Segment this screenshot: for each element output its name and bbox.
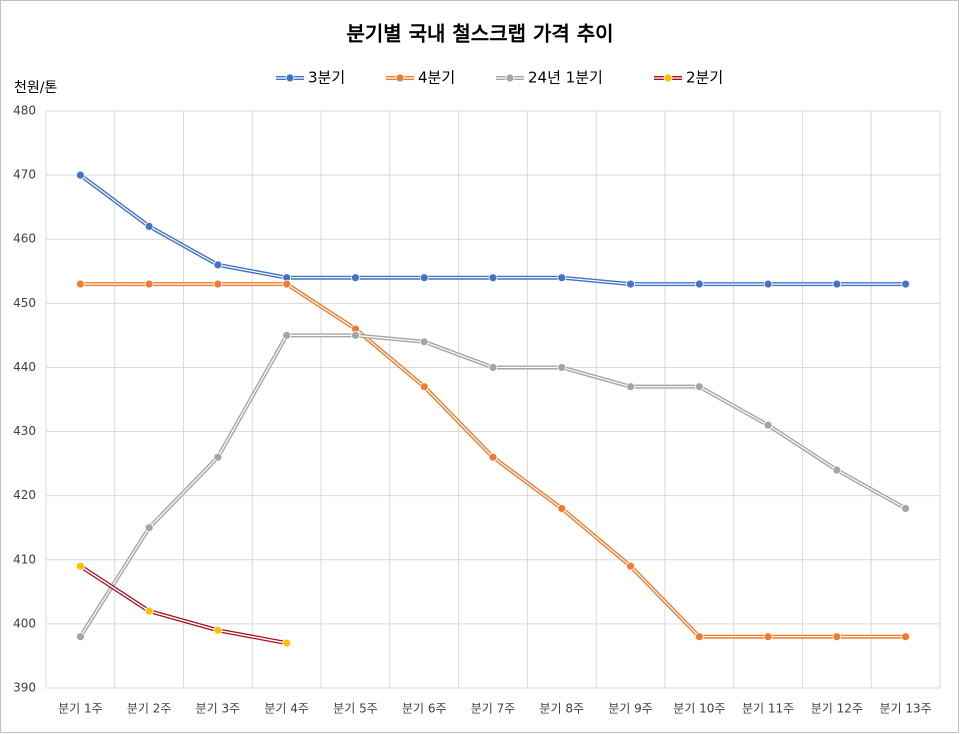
x-tick-label: 분기 7주 bbox=[471, 702, 516, 716]
y-tick-label: 400 bbox=[13, 616, 36, 630]
point bbox=[351, 330, 360, 340]
point bbox=[144, 523, 154, 533]
point bbox=[832, 279, 842, 289]
series-line-inner bbox=[79, 565, 287, 644]
point bbox=[694, 632, 704, 642]
point bbox=[626, 279, 635, 289]
point bbox=[282, 638, 292, 648]
point bbox=[75, 170, 85, 180]
point bbox=[557, 273, 567, 283]
point bbox=[144, 279, 154, 289]
point bbox=[901, 504, 911, 513]
point bbox=[75, 279, 85, 289]
y-tick-label: 460 bbox=[13, 232, 36, 246]
x-tick-label: 분기 4주 bbox=[264, 702, 309, 716]
point bbox=[419, 337, 429, 347]
point bbox=[832, 632, 842, 642]
y-tick-label: 470 bbox=[13, 168, 36, 182]
point bbox=[694, 279, 704, 289]
x-tick-label: 분기 9주 bbox=[608, 702, 653, 716]
point bbox=[213, 625, 223, 635]
y-tick-label: 390 bbox=[13, 681, 36, 695]
point bbox=[213, 452, 223, 462]
x-tick-label: 분기 12주 bbox=[811, 702, 863, 716]
x-tick-label: 분기 11주 bbox=[742, 702, 794, 716]
point bbox=[763, 420, 773, 430]
legend-marker bbox=[505, 73, 515, 83]
y-tick-label: 430 bbox=[13, 424, 36, 438]
point bbox=[488, 273, 498, 283]
legend-marker bbox=[395, 73, 405, 83]
y-axis-label: 천원/톤 bbox=[14, 80, 57, 96]
point bbox=[144, 606, 154, 616]
x-tick-label: 분기 13주 bbox=[880, 702, 932, 716]
legend-label: 24년 1분기 bbox=[528, 69, 603, 87]
x-tick-label: 분기 2주 bbox=[127, 702, 172, 716]
point bbox=[694, 382, 704, 392]
y-tick-label: 440 bbox=[13, 360, 36, 374]
point bbox=[282, 279, 292, 289]
point bbox=[832, 465, 842, 475]
point bbox=[626, 382, 635, 392]
point bbox=[351, 273, 360, 283]
point bbox=[75, 632, 85, 642]
point bbox=[488, 363, 498, 372]
point bbox=[213, 260, 223, 270]
legend-label: 2분기 bbox=[686, 69, 723, 87]
chart-title: 분기별 국내 철스크랩 가격 추이 bbox=[346, 22, 613, 46]
x-tick-label: 분기 6주 bbox=[402, 702, 447, 716]
x-tick-label: 분기 1주 bbox=[58, 702, 103, 716]
point bbox=[488, 452, 498, 462]
legend-marker bbox=[663, 73, 673, 83]
point bbox=[626, 561, 635, 571]
y-tick-label: 480 bbox=[13, 104, 36, 118]
y-tick-label: 450 bbox=[13, 296, 36, 310]
legend-marker bbox=[285, 73, 295, 83]
x-tick-label: 분기 8주 bbox=[539, 702, 584, 716]
x-tick-label: 분기 5주 bbox=[333, 702, 378, 716]
point bbox=[213, 279, 223, 289]
y-tick-label: 410 bbox=[13, 552, 36, 566]
point bbox=[75, 561, 85, 571]
legend-label: 3분기 bbox=[308, 69, 345, 87]
x-tick-label: 분기 10주 bbox=[673, 702, 725, 716]
point bbox=[419, 382, 429, 392]
legend-label: 4분기 bbox=[418, 69, 455, 87]
point bbox=[144, 221, 154, 231]
point bbox=[557, 363, 567, 372]
point bbox=[763, 632, 773, 642]
point bbox=[557, 504, 567, 513]
point bbox=[282, 330, 292, 340]
point bbox=[901, 632, 911, 642]
point bbox=[901, 279, 911, 289]
point bbox=[419, 273, 429, 283]
x-tick-label: 분기 3주 bbox=[196, 702, 241, 716]
y-tick-label: 420 bbox=[13, 488, 36, 502]
point bbox=[763, 279, 773, 289]
